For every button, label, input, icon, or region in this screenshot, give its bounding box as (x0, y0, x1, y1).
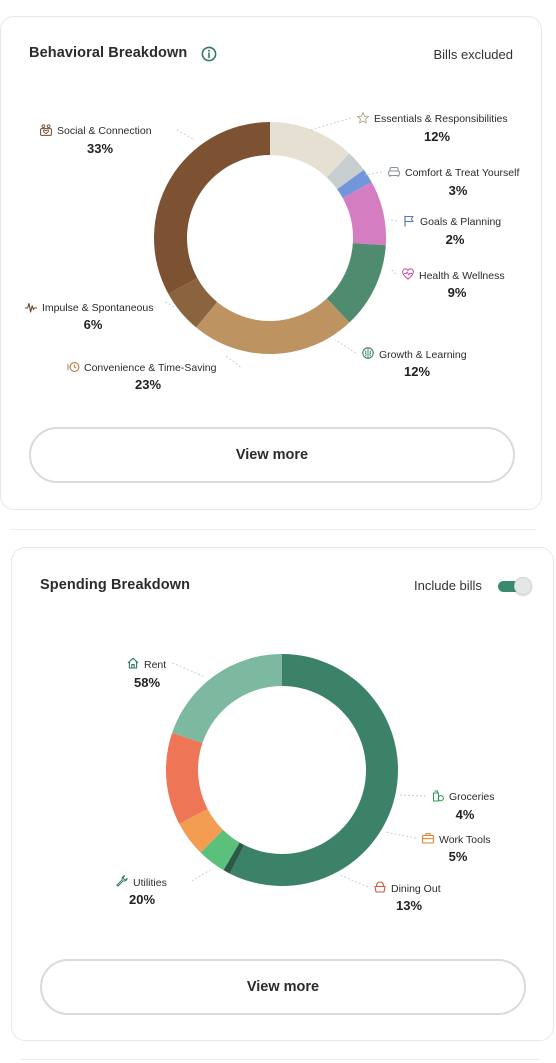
sofa-icon (388, 166, 400, 177)
legend-percent: 58% (134, 675, 160, 690)
star-icon (357, 112, 369, 124)
legend-percent: 12% (424, 129, 450, 144)
legend-label-rent: Rent 58% (127, 657, 206, 690)
leader-line (191, 869, 211, 882)
donut-slice-impulse-and-spontaneous[interactable] (168, 277, 218, 328)
donut-slice-dining-out[interactable] (166, 732, 208, 824)
legend-label-growth-and-learning: Growth & Learning 12% (334, 339, 467, 379)
leader-line (387, 219, 398, 222)
donut-slice-work-tools[interactable] (179, 808, 224, 853)
legend-percent: 33% (87, 141, 113, 156)
donut-slice-segment-1[interactable] (223, 842, 245, 874)
bottom-divider (20, 1059, 540, 1060)
leader-line (172, 662, 206, 678)
legend-name: Utilities (133, 877, 167, 889)
legend-percent: 2% (446, 232, 465, 247)
flag-icon (404, 215, 414, 227)
legend-name: Goals & Planning (420, 216, 501, 228)
legend-name: Rent (144, 659, 166, 671)
legend-name: Health & Wellness (419, 270, 505, 282)
donut-slice-groceries[interactable] (200, 829, 240, 871)
leader-line (364, 171, 383, 176)
donut-slice-social-and-connection[interactable] (153, 121, 271, 294)
section-divider (10, 529, 536, 530)
heart-pulse-icon (402, 268, 414, 280)
donut-slice-essentials-and-responsibilities[interactable] (270, 122, 350, 178)
briefcase-icon (422, 833, 434, 844)
legend-name: Convenience & Time-Saving (84, 362, 217, 374)
legend-percent: 4% (456, 807, 475, 822)
legend-name: Comfort & Treat Yourself (405, 167, 519, 179)
legend-name: Groceries (449, 791, 495, 803)
spending-breakdown-title: Spending Breakdown (40, 577, 191, 593)
donut-slice-growth-and-learning[interactable] (326, 243, 386, 323)
leader-line (176, 129, 196, 141)
legend-label-utilities: Utilities 20% (116, 869, 211, 907)
legend-label-social-and-connection: Social & Connection 33% (40, 124, 196, 156)
legend-name: Social & Connection (57, 125, 152, 137)
legend-percent: 20% (129, 892, 155, 907)
legend-percent: 13% (396, 898, 422, 913)
brain-icon (362, 347, 374, 359)
legend-label-work-tools: Work Tools 5% (384, 831, 491, 864)
donut-slice-rent[interactable] (229, 654, 399, 886)
donut-slice-comfort-and-treat-yourself[interactable] (326, 153, 364, 190)
leader-line (339, 874, 369, 888)
fast-clock-icon (67, 362, 80, 372)
behavioral-breakdown-card: Behavioral Breakdown Bills excluded View… (0, 16, 542, 510)
legend-name: Impulse & Spontaneous (42, 302, 154, 314)
legend-percent: 12% (404, 364, 430, 379)
leader-line (389, 267, 397, 275)
legend-label-groceries: Groceries 4% (397, 790, 495, 822)
legend-label-goals-and-planning: Goals & Planning 2% (387, 215, 501, 247)
legend-name: Essentials & Responsibilities (374, 113, 508, 125)
legend-percent: 3% (449, 183, 468, 198)
donut-slice-health-and-wellness[interactable] (342, 182, 386, 246)
legend-name: Work Tools (439, 834, 491, 846)
wrench-icon (116, 875, 128, 887)
spending-breakdown-card: Spending Breakdown Include bills View mo… (11, 547, 554, 1041)
home-icon (127, 657, 139, 669)
include-bills-toggle[interactable] (498, 577, 532, 595)
leader-line (384, 831, 417, 839)
behavioral-breakdown-donut (153, 121, 386, 354)
legend-name: Growth & Learning (379, 349, 467, 361)
legend-label-dining-out: Dining Out 13% (339, 874, 441, 913)
people-icon (40, 124, 52, 136)
legend-label-convenience-and-time-saving: Convenience & Time-Saving 23% (67, 354, 241, 392)
legend-percent: 23% (135, 377, 161, 392)
donut-slice-utilities[interactable] (172, 654, 282, 744)
legend-percent: 9% (448, 285, 467, 300)
legend-label-comfort-and-treat-yourself: Comfort & Treat Yourself 3% (364, 166, 519, 198)
spending-breakdown-donut (166, 654, 399, 886)
legend-percent: 5% (449, 849, 468, 864)
leader-line (164, 301, 175, 308)
toggle-knob (514, 577, 532, 595)
leader-line (334, 339, 357, 354)
donut-slice-goals-and-planning[interactable] (337, 169, 372, 199)
legend-percent: 6% (84, 317, 103, 332)
view-more-behavioral-button[interactable]: View more (29, 427, 515, 483)
pulse-icon (25, 302, 37, 313)
leader-line (397, 794, 427, 797)
view-more-spending-button[interactable]: View more (40, 959, 526, 1015)
leader-line (309, 117, 352, 131)
leader-line (224, 354, 241, 368)
legend-name: Dining Out (391, 883, 441, 895)
dining-icon (374, 881, 386, 893)
info-icon[interactable] (201, 46, 217, 62)
legend-label-impulse-and-spontaneous: Impulse & Spontaneous 6% (25, 301, 175, 332)
legend-label-essentials-and-responsibilities: Essentials & Responsibilities 12% (309, 112, 508, 144)
groceries-icon (433, 790, 444, 802)
legend-label-health-and-wellness: Health & Wellness 9% (389, 267, 505, 300)
behavioral-breakdown-title: Behavioral Breakdown (29, 45, 188, 61)
donut-slice-convenience-and-time-saving[interactable] (196, 298, 350, 354)
include-bills-label: Include bills (414, 578, 482, 593)
bills-excluded-note: Bills excluded (433, 47, 514, 62)
